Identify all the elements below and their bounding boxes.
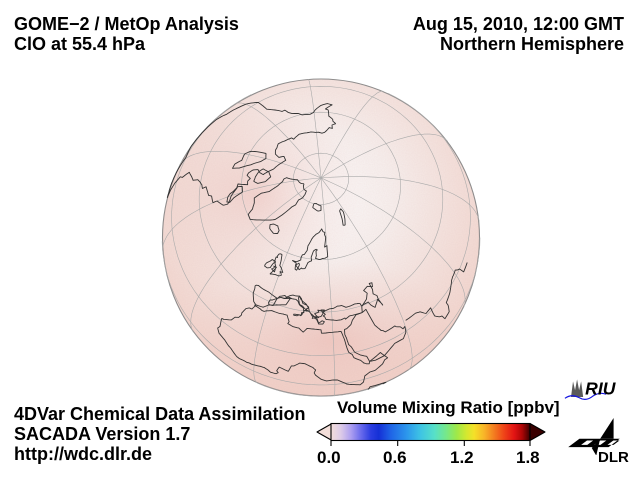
svg-text:RIU: RIU	[585, 378, 617, 398]
